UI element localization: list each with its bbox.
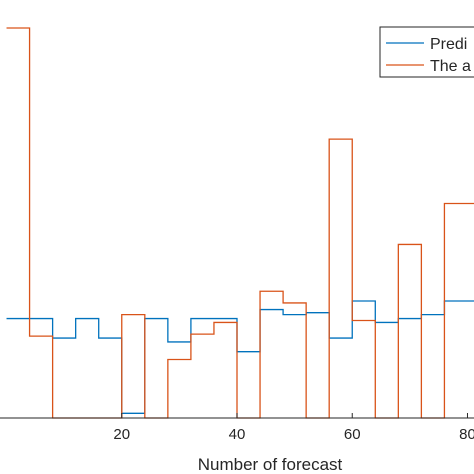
legend-box xyxy=(379,26,474,78)
x-tick-label-60: 60 xyxy=(344,426,361,443)
legend-label-series-1: Predi xyxy=(430,36,467,53)
plot-area xyxy=(0,27,474,419)
x-tick-label-40: 40 xyxy=(229,426,246,443)
series-line-2 xyxy=(6,27,474,419)
legend: Predi The a xyxy=(379,26,474,78)
x-tick-label-80: 80 xyxy=(459,426,474,443)
x-axis-label: Number of forecast xyxy=(198,455,343,474)
x-axis-ticks: 20 40 60 80 xyxy=(113,413,474,443)
legend-label-series-2: The a xyxy=(430,58,471,75)
series-line-1 xyxy=(6,300,474,414)
x-tick-label-20: 20 xyxy=(113,426,130,443)
